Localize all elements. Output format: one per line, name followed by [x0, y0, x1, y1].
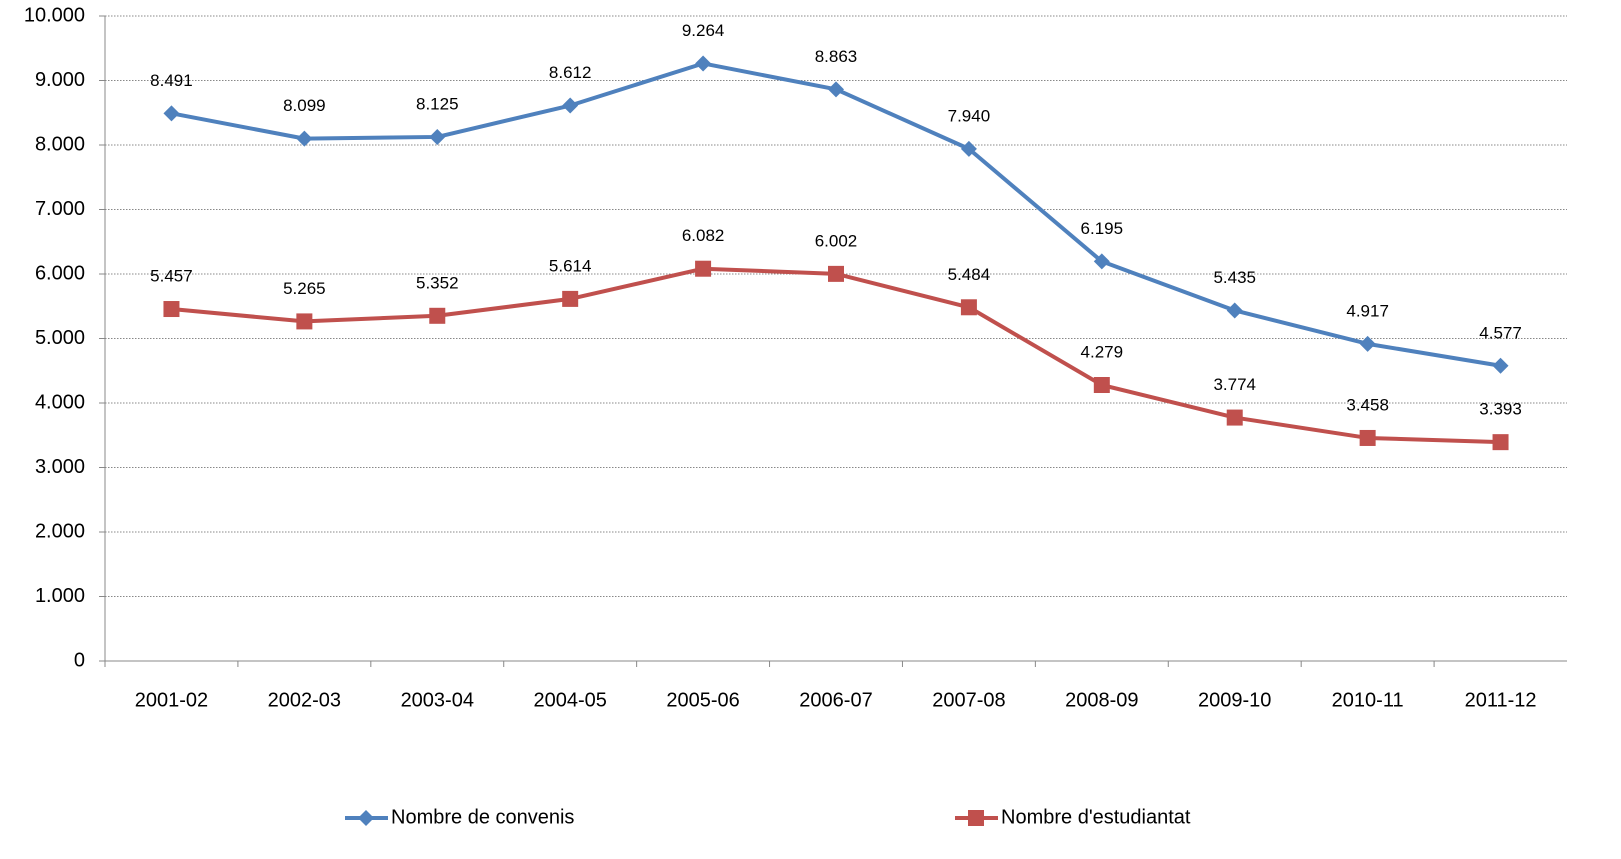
y-tick-label: 9.000: [35, 69, 85, 91]
x-tick-label: 2003-04: [401, 689, 474, 711]
data-point: [828, 81, 844, 98]
y-tick-label: 1.000: [35, 585, 85, 607]
y-tick-label: 5.000: [35, 327, 85, 349]
data-point: [163, 301, 180, 318]
x-tick-label: 2008-09: [1065, 689, 1138, 711]
y-tick-label: 3.000: [35, 456, 85, 478]
data-label: 5.265: [283, 279, 326, 298]
data-label: 3.393: [1479, 400, 1522, 419]
data-label: 5.352: [416, 273, 459, 292]
data-point: [562, 97, 579, 114]
data-label: 5.457: [150, 267, 193, 286]
data-label: 8.612: [549, 63, 592, 82]
data-point: [1492, 434, 1509, 451]
data-label: 6.195: [1081, 219, 1124, 238]
y-tick-label: 7.000: [35, 198, 85, 220]
x-tick-label: 2004-05: [533, 689, 606, 711]
data-label: 7.940: [948, 106, 991, 125]
x-tick-label: 2007-08: [932, 689, 1005, 711]
x-tick-label: 2005-06: [666, 689, 739, 711]
data-point: [1226, 302, 1243, 319]
legend-marker: [358, 810, 374, 826]
data-label: 5.614: [549, 256, 592, 275]
y-tick-label: 2.000: [35, 520, 85, 542]
x-tick-label: 2011-12: [1465, 689, 1537, 711]
x-tick-label: 2002-03: [268, 689, 341, 711]
data-point: [429, 307, 446, 324]
data-label: 8.491: [150, 71, 193, 90]
data-point: [695, 55, 712, 72]
x-tick-label: 2010-11: [1332, 689, 1404, 711]
data-label: 5.435: [1213, 268, 1256, 287]
legend-marker: [968, 810, 984, 826]
data-label: 4.279: [1081, 342, 1124, 361]
data-label: 8.863: [815, 47, 858, 66]
data-point: [960, 299, 977, 316]
data-point: [1492, 357, 1509, 374]
data-point: [296, 313, 313, 330]
data-label: 8.125: [416, 94, 459, 113]
series-line: [171, 266, 1501, 445]
y-tick-label: 6.000: [35, 262, 85, 284]
legend-label: Nombre d'estudiantat: [1001, 806, 1191, 828]
data-point: [1359, 335, 1376, 352]
data-point: [1093, 377, 1110, 394]
data-point: [562, 290, 579, 307]
data-point: [960, 140, 977, 157]
data-label: 8.099: [283, 96, 326, 115]
y-tick-label: 4.000: [35, 391, 85, 413]
y-tick-label: 10.000: [24, 4, 85, 26]
x-tick-label: 2006-07: [799, 689, 872, 711]
data-point: [695, 260, 712, 277]
legend-label: Nombre de convenis: [391, 806, 574, 828]
data-label: 6.082: [682, 226, 725, 245]
data-label: 6.002: [815, 231, 858, 250]
data-point: [1226, 409, 1243, 426]
x-tick-label: 2009-10: [1198, 689, 1271, 711]
data-label: 3.774: [1213, 375, 1256, 394]
data-label: 9.264: [682, 21, 725, 40]
data-point: [1093, 253, 1110, 270]
data-label: 3.458: [1346, 395, 1389, 414]
x-tick-label: 2001-02: [135, 689, 208, 711]
data-point: [296, 130, 313, 147]
data-label: 4.917: [1346, 301, 1389, 320]
data-point: [429, 128, 446, 145]
data-point: [828, 265, 844, 282]
y-tick-label: 0: [74, 649, 85, 671]
data-label: 5.484: [948, 265, 991, 284]
y-tick-label: 8.000: [35, 133, 85, 155]
data-point: [163, 105, 180, 122]
data-label: 4.577: [1479, 323, 1522, 342]
data-point: [1359, 429, 1376, 446]
